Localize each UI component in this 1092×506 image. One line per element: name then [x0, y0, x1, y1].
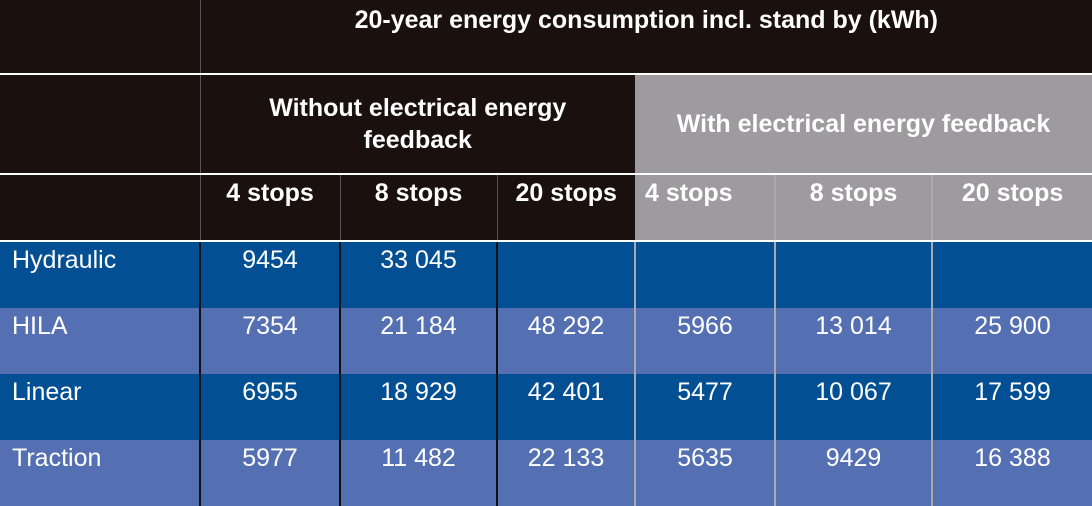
column-header: 4 stops [199, 174, 340, 242]
table-cell: 22 133 [496, 440, 635, 506]
table-cell [931, 242, 1092, 308]
table-cell: 5635 [634, 440, 775, 506]
corner-cell [0, 0, 200, 75]
group-header-with-feedback: With electrical energy feedback [635, 74, 1092, 175]
column-header: 20 stops [930, 174, 1092, 242]
title-row: 20-year energy consumption incl. stand b… [0, 0, 1092, 75]
corner-cell [0, 174, 200, 242]
table-cell: 7354 [199, 308, 340, 374]
table-cell: 11 482 [339, 440, 497, 506]
column-header: 20 stops [496, 174, 635, 242]
energy-consumption-table: 20-year energy consumption incl. stand b… [0, 0, 1092, 242]
table-body: Hydraulic 9454 33 045 HILA 7354 21 184 48 292 5… [0, 242, 1092, 506]
table-cell: 17 599 [931, 374, 1092, 440]
table-cell: 10 067 [774, 374, 932, 440]
table-cell: 48 292 [496, 308, 635, 374]
table-cell: 9429 [774, 440, 932, 506]
table-cell: 5477 [634, 374, 775, 440]
column-header: 8 stops [339, 174, 497, 242]
column-header: 4 stops [635, 174, 775, 242]
table-cell: 18 929 [339, 374, 497, 440]
table-row: Linear 6955 18 929 42 401 5477 10 067 17 599 [0, 374, 1092, 440]
table-row: HILA 7354 21 184 48 292 5966 13 014 25 900 [0, 308, 1092, 374]
table-cell: 9454 [199, 242, 340, 308]
table-cell [774, 242, 932, 308]
column-header: 8 stops [774, 174, 932, 242]
table-cell: 33 045 [339, 242, 497, 308]
row-label: Hydraulic [0, 242, 200, 308]
table-cell: 25 900 [931, 308, 1092, 374]
table-cell: 16 388 [931, 440, 1092, 506]
column-header-row: 4 stops 8 stops 20 stops 4 stops 8 stops… [0, 174, 1092, 242]
group-header-row: Without electrical energy feedback With … [0, 74, 1092, 175]
table-cell [496, 242, 635, 308]
table-cell: 5966 [634, 308, 775, 374]
table-row: Traction 5977 11 482 22 133 5635 9429 16 388 [0, 440, 1092, 506]
table-row: Hydraulic 9454 33 045 [0, 242, 1092, 308]
group-header-without-feedback: Without electrical energy feedback [199, 74, 635, 175]
table-cell: 6955 [199, 374, 340, 440]
table-cell [634, 242, 775, 308]
row-label: HILA [0, 308, 200, 374]
table-cell: 42 401 [496, 374, 635, 440]
table-title: 20-year energy consumption incl. stand b… [199, 0, 1092, 75]
row-label: Traction [0, 440, 200, 506]
corner-cell [0, 74, 200, 175]
table-cell: 5977 [199, 440, 340, 506]
row-label: Linear [0, 374, 200, 440]
table-cell: 13 014 [774, 308, 932, 374]
table-cell: 21 184 [339, 308, 497, 374]
